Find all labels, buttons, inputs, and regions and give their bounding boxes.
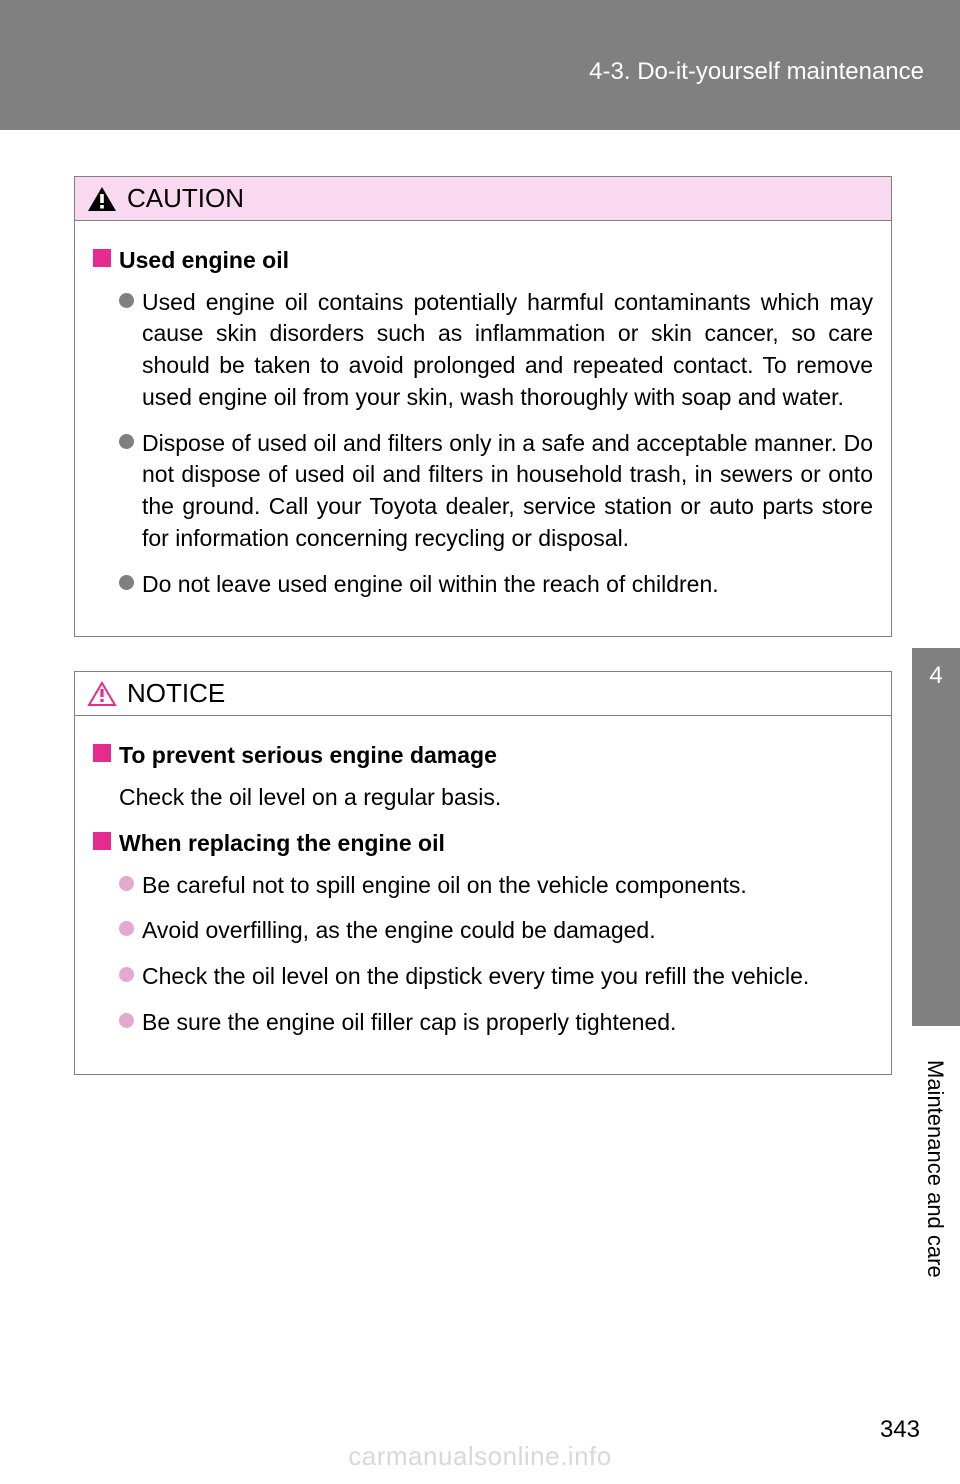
bullet-text: Check the oil level on the dipstick ever… bbox=[142, 961, 873, 993]
watermark: carmanualsonline.info bbox=[0, 1441, 960, 1472]
bullet-text: Be careful not to spill engine oil on th… bbox=[142, 870, 873, 902]
page-number: 343 bbox=[880, 1416, 920, 1444]
dot-icon bbox=[119, 293, 134, 308]
caution-bullet: Dispose of used oil and filters only in … bbox=[119, 428, 873, 555]
notice-text: Check the oil level on a regular basis. bbox=[119, 782, 873, 814]
bullet-text: Used engine oil contains potentially har… bbox=[142, 287, 873, 414]
notice-bullet: Check the oil level on the dipstick ever… bbox=[119, 961, 873, 993]
dot-icon bbox=[119, 921, 134, 936]
caution-box: CAUTION Used engine oil Used engine oil … bbox=[74, 176, 892, 637]
notice-box: NOTICE To prevent serious engine damage … bbox=[74, 671, 892, 1075]
notice-body: To prevent serious engine damage Check t… bbox=[75, 716, 891, 1074]
notice-title: NOTICE bbox=[127, 678, 225, 709]
caution-header: CAUTION bbox=[75, 177, 891, 221]
section-title: 4-3. Do-it-yourself maintenance bbox=[589, 58, 924, 86]
caution-body: Used engine oil Used engine oil contains… bbox=[75, 221, 891, 636]
dot-icon bbox=[119, 434, 134, 449]
notice-bullet: Be careful not to spill engine oil on th… bbox=[119, 870, 873, 902]
notice-header: NOTICE bbox=[75, 672, 891, 716]
warning-triangle-outline-icon bbox=[87, 681, 117, 707]
chapter-label: Maintenance and care bbox=[922, 1060, 948, 1278]
bullet-text: Avoid overfilling, as the engine could b… bbox=[142, 915, 873, 947]
caution-heading-row: Used engine oil bbox=[93, 245, 873, 277]
notice-heading-row: To prevent serious engine damage bbox=[93, 740, 873, 772]
square-bullet-icon bbox=[93, 249, 111, 267]
dot-icon bbox=[119, 967, 134, 982]
dot-icon bbox=[119, 575, 134, 590]
notice-bullet: Be sure the engine oil filler cap is pro… bbox=[119, 1007, 873, 1039]
page-content: CAUTION Used engine oil Used engine oil … bbox=[74, 176, 892, 1109]
caution-title: CAUTION bbox=[127, 183, 244, 214]
notice-bullet: Avoid overfilling, as the engine could b… bbox=[119, 915, 873, 947]
bullet-text: Be sure the engine oil filler cap is pro… bbox=[142, 1007, 873, 1039]
bullet-text: Dispose of used oil and filters only in … bbox=[142, 428, 873, 555]
bullet-text: Do not leave used engine oil within the … bbox=[142, 569, 873, 601]
chapter-number: 4 bbox=[912, 648, 960, 690]
side-tab: 4 bbox=[912, 648, 960, 1026]
notice-heading: To prevent serious engine damage bbox=[119, 740, 497, 772]
caution-bullet: Used engine oil contains potentially har… bbox=[119, 287, 873, 414]
notice-heading-row: When replacing the engine oil bbox=[93, 828, 873, 860]
warning-triangle-icon bbox=[87, 186, 117, 212]
dot-icon bbox=[119, 1013, 134, 1028]
square-bullet-icon bbox=[93, 744, 111, 762]
caution-bullet: Do not leave used engine oil within the … bbox=[119, 569, 873, 601]
header-bar: 4-3. Do-it-yourself maintenance bbox=[0, 0, 960, 130]
notice-heading: When replacing the engine oil bbox=[119, 828, 445, 860]
dot-icon bbox=[119, 876, 134, 891]
square-bullet-icon bbox=[93, 832, 111, 850]
caution-heading: Used engine oil bbox=[119, 245, 289, 277]
